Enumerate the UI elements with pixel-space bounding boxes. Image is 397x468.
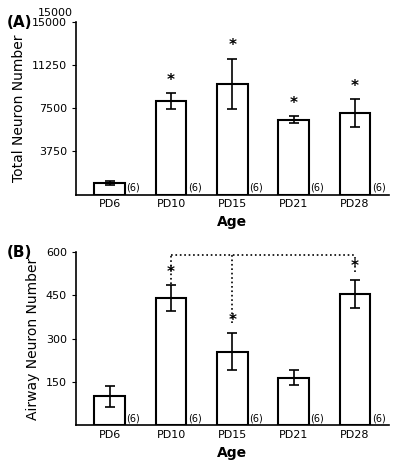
Bar [278,120,309,195]
Bar [156,299,186,425]
Bar [217,352,248,425]
Text: (6): (6) [188,414,202,424]
Text: *: * [228,313,236,328]
Text: (6): (6) [372,414,385,424]
Y-axis label: Airway Neuron Number: Airway Neuron Number [26,257,40,420]
Text: *: * [167,265,175,280]
Bar [94,183,125,195]
Text: *: * [290,96,298,111]
Bar [156,101,186,195]
Text: (6): (6) [188,183,202,193]
X-axis label: Age: Age [217,446,247,460]
Text: (6): (6) [127,414,141,424]
Text: *: * [351,259,359,274]
Text: (A): (A) [7,15,33,29]
Text: (6): (6) [249,414,263,424]
Text: (6): (6) [249,183,263,193]
Text: (6): (6) [310,183,324,193]
Text: (6): (6) [372,183,385,193]
Bar [94,396,125,425]
Text: *: * [351,79,359,94]
Text: 15000: 15000 [38,8,73,18]
Bar [339,294,370,425]
Bar [278,378,309,425]
Text: *: * [228,38,236,53]
Bar [339,113,370,195]
Text: *: * [167,73,175,88]
Text: (6): (6) [310,414,324,424]
Y-axis label: Total Neuron Number: Total Neuron Number [12,34,26,182]
Text: (6): (6) [127,183,141,193]
Bar [217,84,248,195]
Text: (B): (B) [7,245,33,260]
X-axis label: Age: Age [217,215,247,229]
